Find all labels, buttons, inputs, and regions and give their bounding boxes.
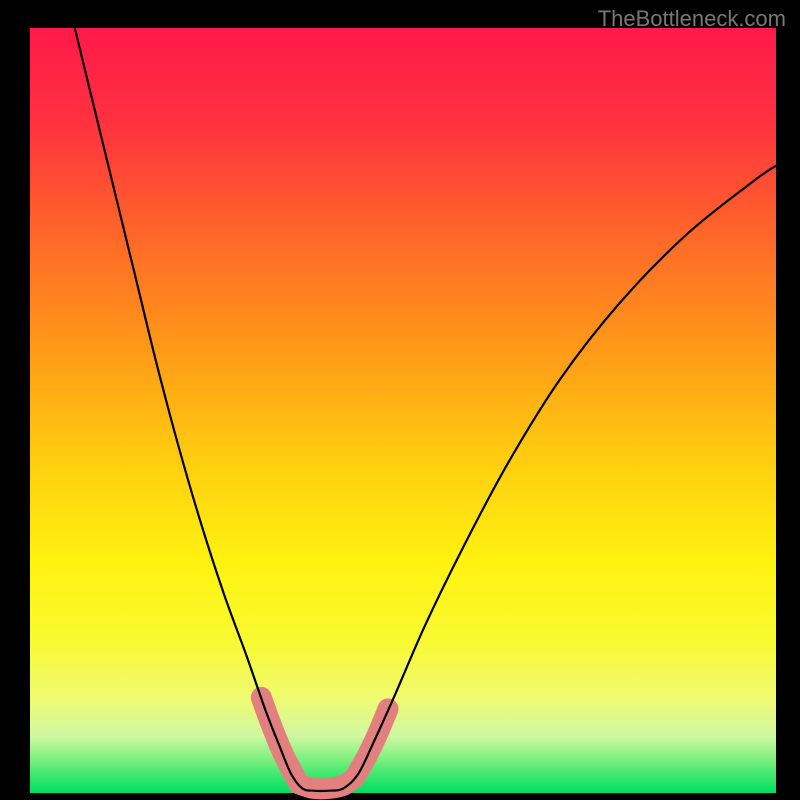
bottleneck-chart bbox=[0, 0, 800, 800]
chart-container: TheBottleneck.com bbox=[0, 0, 800, 800]
watermark-label: TheBottleneck.com bbox=[598, 6, 786, 32]
